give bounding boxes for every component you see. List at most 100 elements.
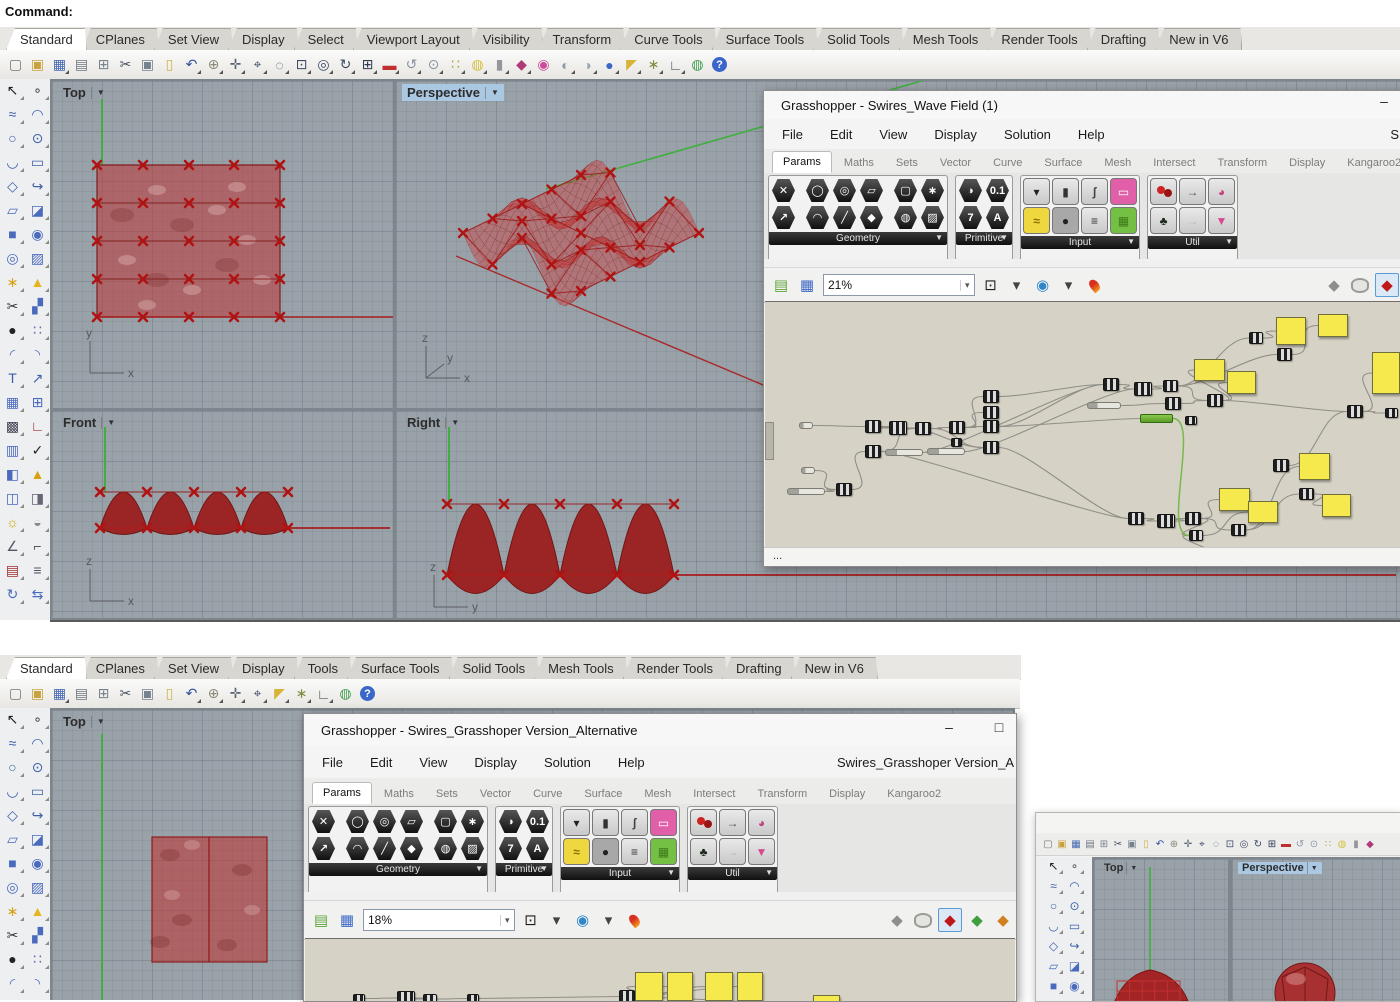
- gradient-icon[interactable]: ▭: [650, 809, 677, 836]
- tab-render-tools[interactable]: Render Tools: [987, 28, 1091, 50]
- tab-tools[interactable]: Tools: [294, 657, 352, 679]
- control-point-marker[interactable]: [228, 159, 240, 171]
- number-icon[interactable]: 0.1: [986, 179, 1009, 202]
- trim-icon[interactable]: ✂: [2, 924, 24, 946]
- control-point-marker[interactable]: [575, 227, 587, 239]
- point-icon[interactable]: ∘: [1066, 857, 1084, 875]
- boolean-toggle-icon[interactable]: ▮: [592, 809, 619, 836]
- gh-tab-mesh[interactable]: Mesh: [1104, 157, 1132, 169]
- md-slider-icon[interactable]: ≈: [1023, 207, 1050, 234]
- layers-icon[interactable]: ▥: [2, 439, 24, 461]
- control-point-marker[interactable]: [575, 285, 587, 297]
- tab-mesh-tools[interactable]: Mesh Tools: [899, 28, 993, 50]
- control-point-marker[interactable]: [235, 486, 247, 498]
- dimension-icon[interactable]: ∟: [27, 415, 49, 437]
- scale-icon[interactable]: ⊙: [1309, 838, 1319, 850]
- grasshopper-window-1[interactable]: Grasshopper - Swires_Wave Field (1) – S …: [763, 90, 1400, 567]
- copy-icon[interactable]: ▣: [1127, 838, 1137, 850]
- vector-icon[interactable]: ↗: [312, 837, 335, 860]
- data-dam-icon[interactable]: →: [719, 809, 746, 836]
- gh-tab-vector[interactable]: Vector: [479, 788, 512, 800]
- palette-group-bar-util[interactable]: Util ▼: [688, 867, 777, 880]
- knob-icon[interactable]: ●: [592, 838, 619, 865]
- gh-component[interactable]: [951, 438, 962, 447]
- control-point-marker[interactable]: [91, 273, 103, 285]
- gh-component[interactable]: [889, 421, 907, 435]
- polygon-icon[interactable]: ◇: [2, 804, 24, 826]
- gh-panel[interactable]: [1194, 359, 1225, 381]
- wave-surface-top-view[interactable]: [96, 164, 281, 318]
- shaded-viewport-icon[interactable]: ◐: [555, 54, 576, 75]
- curve-icon[interactable]: ◎: [373, 810, 396, 833]
- measure-icon[interactable]: ∠: [2, 535, 24, 557]
- tab-new-in-v6[interactable]: New in V6: [791, 657, 878, 679]
- tab-set-view[interactable]: Set View: [154, 657, 233, 679]
- control-point-marker[interactable]: [274, 235, 286, 247]
- surface-icon[interactable]: ▱: [1045, 957, 1063, 975]
- split-icon[interactable]: ▞: [27, 295, 49, 317]
- extract-icon[interactable]: ▲: [27, 271, 49, 293]
- gh-component[interactable]: [1157, 514, 1175, 528]
- gh-component[interactable]: [1185, 416, 1197, 425]
- gh-tab-maths[interactable]: Maths: [843, 157, 874, 169]
- scale-icon[interactable]: ⊙: [423, 54, 444, 75]
- gh-panel[interactable]: [1227, 371, 1256, 394]
- gh-tab-sets[interactable]: Sets: [895, 157, 918, 169]
- patch-icon[interactable]: ▨: [27, 247, 49, 269]
- control-point-marker[interactable]: [664, 242, 675, 253]
- sphere-icon[interactable]: ◉: [27, 223, 49, 245]
- color-wheel-icon[interactable]: ◉: [537, 56, 550, 72]
- gh-panel[interactable]: [1372, 352, 1400, 394]
- grasshopper-window-2[interactable]: Grasshopper - Swires_Grasshoper Version_…: [303, 713, 1017, 1002]
- control-point-marker[interactable]: [188, 486, 200, 498]
- control-point-marker[interactable]: [554, 569, 566, 581]
- gh-tab-transform[interactable]: Transform: [1217, 157, 1268, 169]
- tab-mesh-tools[interactable]: Mesh Tools: [534, 657, 628, 679]
- gh1-title-bar[interactable]: Grasshopper - Swires_Wave Field (1) –: [764, 91, 1400, 120]
- gh-component[interactable]: [983, 420, 999, 433]
- lamp-icon[interactable]: ◍: [1337, 838, 1347, 850]
- preview-shaded-icon[interactable]: ◆: [1375, 273, 1399, 297]
- tab-select[interactable]: Select: [294, 28, 358, 50]
- combo-caret-icon[interactable]: ▾: [960, 279, 974, 291]
- control-point-marker[interactable]: [183, 197, 195, 209]
- minimize-button[interactable]: –: [1380, 93, 1388, 109]
- gh-panel[interactable]: [813, 995, 840, 1001]
- gh-tab-params[interactable]: Params: [312, 782, 372, 804]
- help-icon[interactable]: ?: [709, 54, 730, 75]
- move-view-icon[interactable]: ✛: [225, 683, 246, 704]
- sphere-icon[interactable]: ◉: [27, 852, 49, 874]
- control-point-marker[interactable]: [634, 256, 646, 268]
- extract-icon[interactable]: ▲: [27, 900, 49, 922]
- wave-surface-side[interactable]: [446, 503, 675, 594]
- gh2-zoom-input[interactable]: [364, 913, 500, 927]
- circle-icon[interactable]: ◯: [346, 810, 369, 833]
- control-point-marker[interactable]: [605, 242, 616, 253]
- gh-component[interactable]: [836, 483, 852, 496]
- control-points-icon[interactable]: ∷: [445, 54, 466, 75]
- tab-surface-tools[interactable]: Surface Tools: [712, 28, 819, 50]
- gh-component[interactable]: [983, 441, 999, 454]
- control-point-marker[interactable]: [188, 522, 200, 534]
- gh-tab-intersect[interactable]: Intersect: [1153, 157, 1196, 169]
- box-icon[interactable]: ■: [1045, 977, 1063, 995]
- dropdown-caret-icon[interactable]: ▾: [1012, 277, 1021, 294]
- menu-help[interactable]: Help: [1077, 126, 1105, 142]
- cut-icon[interactable]: ✂: [119, 685, 132, 701]
- md-slider-icon[interactable]: ≈: [563, 838, 590, 865]
- control-point-marker[interactable]: [137, 197, 149, 209]
- menu-edit[interactable]: Edit: [829, 126, 853, 142]
- fitness-flask-icon[interactable]: ▼: [748, 838, 775, 865]
- data-dam-icon[interactable]: →: [1179, 178, 1206, 205]
- tab-display[interactable]: Display: [228, 657, 299, 679]
- box-icon[interactable]: ■: [2, 852, 24, 874]
- copy-icon[interactable]: ▣: [140, 685, 155, 701]
- red-object-top[interactable]: [1114, 969, 1189, 1001]
- control-point-marker[interactable]: [516, 198, 528, 210]
- wire-display-icon[interactable]: [1084, 274, 1106, 296]
- control-point-marker[interactable]: [228, 197, 240, 209]
- preview-off-icon[interactable]: ◆: [1328, 277, 1340, 294]
- zoom-window-icon[interactable]: ⊡: [291, 54, 312, 75]
- cherry-picker-icon[interactable]: [690, 809, 717, 836]
- rotate2-icon[interactable]: ↻: [2, 583, 24, 605]
